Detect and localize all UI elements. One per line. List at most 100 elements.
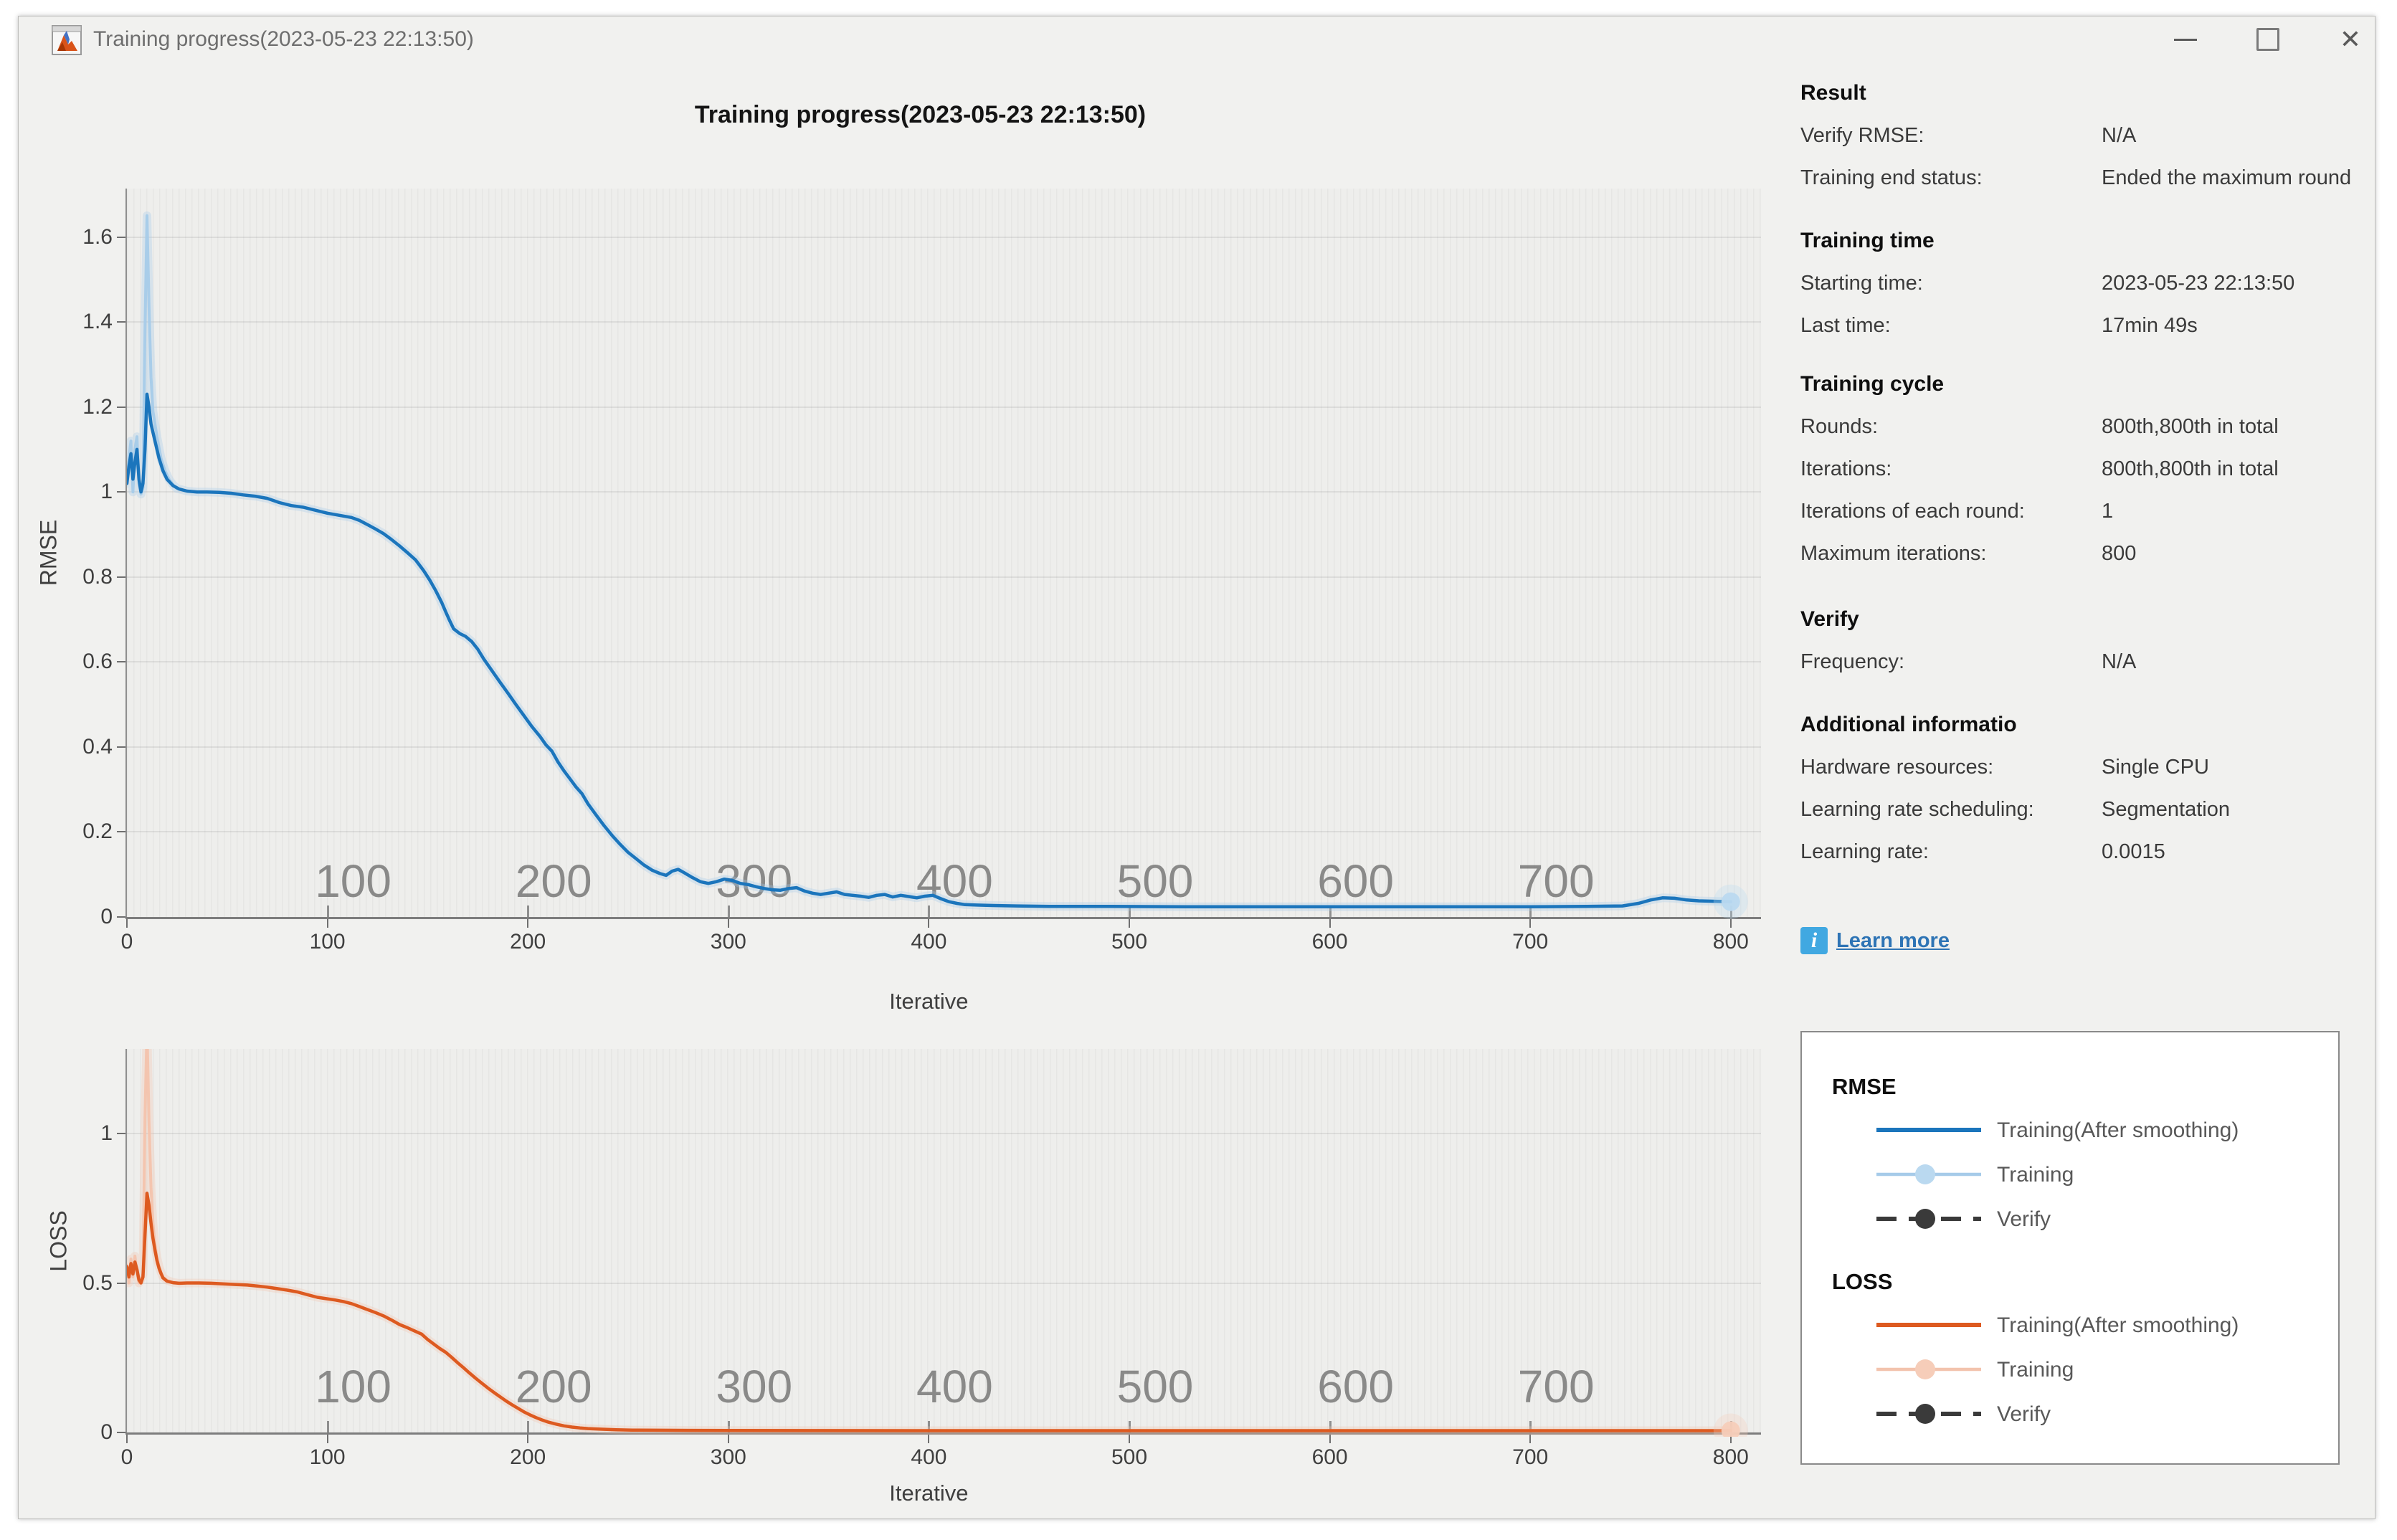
- learn-more-link[interactable]: i Learn more: [1800, 927, 1950, 954]
- info-row-label: Starting time:: [1800, 272, 1923, 295]
- info-row-value: 800th,800th in total: [2102, 415, 2279, 438]
- gridline: [127, 321, 1761, 323]
- x-tick-label: 800: [1712, 930, 1749, 954]
- y-axis-tick: [117, 576, 125, 578]
- big-axis-tick: [727, 1421, 730, 1432]
- legend-item-label: Training(After smoothing): [1997, 1313, 2239, 1337]
- legend-sample-solid: [1876, 1128, 1981, 1132]
- training-raw-band: [127, 1049, 1735, 1435]
- minimize-button[interactable]: [2146, 16, 2225, 62]
- big-axis-tick: [1529, 1421, 1532, 1432]
- big-axis-tick: [527, 1421, 530, 1432]
- x-tick-label: 600: [1311, 930, 1348, 954]
- maximize-icon: [2256, 28, 2279, 51]
- big-axis-tick: [326, 1421, 329, 1432]
- legend-item-label: Verify: [1997, 1207, 2051, 1231]
- info-row-label: Verify RMSE:: [1800, 124, 1924, 147]
- y-tick-label: 1.2: [82, 394, 113, 419]
- x-axis-tick: [126, 1435, 128, 1443]
- x-tick-label: 100: [309, 930, 346, 954]
- title-bar: Training progress(2023-05-23 22:13:50): [19, 16, 2375, 62]
- info-row-label: Training end status:: [1800, 166, 1983, 189]
- rmse-series-plot: [127, 211, 1748, 919]
- legend-group-title: LOSS: [1832, 1269, 1893, 1294]
- maximize-button[interactable]: [2229, 16, 2307, 62]
- x-axis-tick: [928, 1435, 930, 1443]
- info-row-value: N/A: [2102, 124, 2137, 147]
- x-tick-label: 700: [1512, 930, 1549, 954]
- x-axis-tick: [527, 919, 529, 928]
- y-axis-tick: [117, 406, 125, 408]
- x-axis-tick: [326, 919, 328, 928]
- legend-sample-solid: [1876, 1323, 1981, 1327]
- x-tick-label: 300: [710, 930, 746, 954]
- x-tick-label: 600: [1311, 1445, 1348, 1469]
- x-axis-tick: [1329, 919, 1331, 928]
- y-axis-tick: [117, 831, 125, 833]
- legend-sample-marker: [1876, 1359, 1981, 1379]
- x-axis-tick: [126, 919, 128, 928]
- info-row-value: 2023-05-23 22:13:50: [2102, 272, 2295, 295]
- legend-item-label: Training(After smoothing): [1997, 1118, 2239, 1142]
- window-title: Training progress(2023-05-23 22:13:50): [93, 27, 474, 51]
- loss-series-plot: [127, 1049, 1748, 1437]
- x-axis-tick: [1529, 919, 1532, 928]
- x-axis-tick: [727, 919, 729, 928]
- x-axis-tick: [727, 1435, 729, 1443]
- y-tick-label: 1.6: [82, 224, 113, 249]
- x-tick-label: 200: [510, 1445, 546, 1469]
- y-tick-label: 0: [100, 905, 113, 928]
- big-x-tick-label: 700: [1517, 1361, 1595, 1412]
- x-tick-label: 200: [510, 930, 546, 954]
- gridline: [127, 576, 1761, 578]
- info-row-value: Single CPU: [2102, 756, 2209, 779]
- section-header: Training time: [1800, 229, 1935, 252]
- y-axis-tick: [117, 236, 125, 238]
- info-row-label: Hardware resources:: [1800, 756, 1994, 779]
- legend-sample-marker: [1876, 1164, 1981, 1184]
- x-tick-label: 500: [1111, 1445, 1148, 1469]
- x-axis-tick: [1129, 1435, 1130, 1443]
- close-button[interactable]: ✕: [2311, 16, 2390, 62]
- series-end-marker: [1721, 892, 1740, 911]
- training-raw-line: [127, 214, 1732, 908]
- big-axis-tick: [928, 906, 931, 917]
- gridline: [127, 831, 1761, 833]
- info-row-value: 1: [2102, 500, 2114, 523]
- x-tick-label: 0: [120, 930, 133, 954]
- big-axis-tick: [1129, 1421, 1131, 1432]
- x-tick-label: 400: [911, 1445, 947, 1469]
- big-x-tick-label: 600: [1317, 1361, 1394, 1412]
- y-tick-label: 1: [100, 480, 113, 504]
- big-axis-tick: [1329, 1421, 1332, 1432]
- big-axis-tick: [1329, 906, 1332, 917]
- y-axis-tick: [117, 1282, 125, 1284]
- y-axis-tick: [117, 491, 125, 493]
- y-tick-label: 0.8: [82, 564, 113, 589]
- gridline: [127, 746, 1761, 748]
- gridline: [127, 1133, 1761, 1134]
- info-row-value: Segmentation: [2102, 798, 2230, 821]
- section-header: Training cycle: [1800, 372, 1945, 396]
- y-axis-tick: [117, 916, 125, 918]
- info-row-value: N/A: [2102, 650, 2137, 673]
- y-tick-label: 0: [100, 1420, 113, 1444]
- section-header: Additional informatio: [1800, 713, 2017, 736]
- big-axis-tick: [1729, 906, 1732, 917]
- info-row-label: Iterations:: [1800, 457, 1892, 480]
- x-axis-title: Iterative: [889, 989, 969, 1014]
- charts-area: 100 200 300 400 500 600 700 0 100 200 300 400 500 600…: [19, 16, 2375, 1518]
- big-x-tick-label: 200: [515, 855, 592, 907]
- x-axis-tick: [1729, 1435, 1732, 1443]
- gridline: [127, 1282, 1761, 1284]
- big-x-tick-label: 500: [1116, 1361, 1194, 1412]
- training-smoothed-line: [127, 392, 1733, 909]
- plot-area: [127, 1049, 1761, 1432]
- x-axis-tick: [928, 919, 930, 928]
- gridline: [127, 236, 1761, 238]
- y-axis-tick: [117, 321, 125, 323]
- big-axis-tick: [527, 906, 530, 917]
- chart-title: Training progress(2023-05-23 22:13:50): [694, 101, 1147, 128]
- training-raw-band: [127, 211, 1735, 911]
- big-x-tick-label: 700: [1517, 855, 1595, 907]
